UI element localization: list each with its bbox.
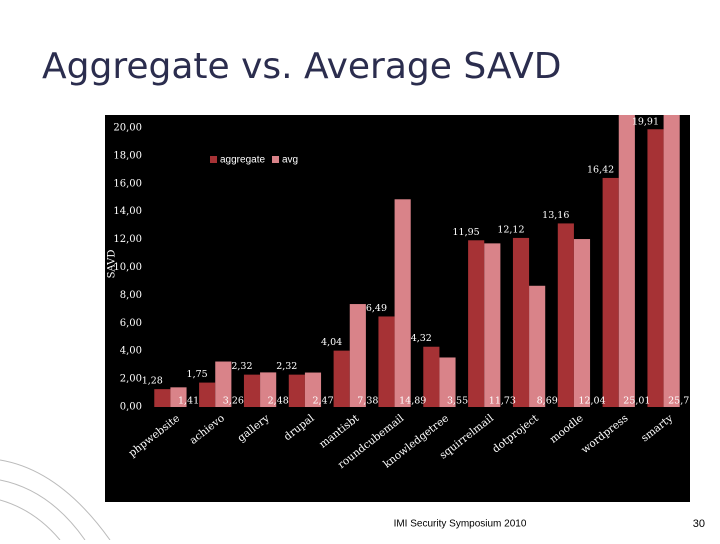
y-tick-label: 12,00 (113, 234, 142, 245)
bar (663, 115, 680, 407)
value-label: 6,49 (366, 303, 387, 314)
bar (199, 382, 216, 407)
slide-title: Aggregate vs. Average SAVD (42, 46, 562, 87)
value-label: 1,75 (187, 369, 208, 380)
bar (304, 372, 322, 407)
bar (529, 285, 546, 407)
bar (557, 223, 574, 407)
y-tick-label: 10,00 (113, 262, 142, 273)
y-tick-label: 8,00 (120, 290, 142, 301)
bar (349, 304, 366, 407)
y-tick-label: 2,00 (120, 374, 142, 385)
value-label: 1,28 (142, 376, 163, 387)
bar (484, 243, 501, 407)
bar (423, 346, 440, 407)
footer: IMI Security Symposium 2010 (394, 519, 527, 530)
y-tick-label: 20,00 (113, 123, 142, 134)
y-tick-label: 0,00 (120, 402, 142, 413)
bar (260, 372, 277, 407)
y-tick-label: 18,00 (113, 150, 142, 161)
value-label: 11,95 (453, 227, 480, 238)
bar (170, 387, 187, 407)
value-label: 2,48 (268, 396, 289, 407)
bar (378, 316, 395, 407)
value-label: 16,42 (587, 164, 614, 175)
value-label: 25,75 (668, 396, 695, 407)
bar (618, 115, 635, 407)
value-label: 12,12 (497, 224, 524, 235)
value-label: 13,16 (542, 210, 569, 221)
bar (243, 374, 261, 407)
value-label: 1,41 (178, 396, 199, 407)
y-tick-label: 16,00 (113, 178, 142, 189)
page-number: 30 (693, 518, 705, 530)
bar (215, 361, 232, 407)
bar (288, 374, 305, 407)
legend-label: aggregate (220, 155, 265, 166)
bar (512, 237, 530, 407)
value-label: 19,91 (632, 117, 659, 128)
y-tick-label: 6,00 (120, 318, 142, 329)
decoration (0, 459, 111, 541)
legend-swatch (272, 156, 279, 163)
value-label: 2,32 (231, 361, 252, 372)
value-label: 2,32 (276, 361, 297, 372)
bar (394, 199, 411, 407)
bar (602, 177, 619, 407)
value-label: 12,04 (578, 396, 605, 407)
bar (333, 350, 350, 407)
value-label: 2,47 (312, 396, 333, 407)
value-label: 25,01 (623, 396, 650, 407)
value-label: 3,55 (447, 396, 468, 407)
value-label: 7,38 (357, 396, 378, 407)
bar (468, 240, 485, 407)
plot (154, 115, 680, 407)
y-tick-label: 4,00 (120, 346, 142, 357)
bar (154, 389, 171, 407)
value-label: 3,26 (223, 396, 244, 407)
y-axis-label: SAVD (107, 250, 118, 279)
legend-swatch (210, 156, 217, 163)
bar (439, 357, 456, 407)
value-label: 11,73 (489, 396, 516, 407)
bar (573, 239, 591, 407)
value-label: 8,69 (537, 396, 558, 407)
value-label: 4,04 (321, 337, 342, 348)
legend-label: avg (282, 155, 298, 166)
bar (647, 129, 664, 407)
value-label: 14,89 (399, 396, 426, 407)
y-tick-label: 14,00 (113, 206, 142, 217)
value-label: 4,32 (411, 333, 432, 344)
